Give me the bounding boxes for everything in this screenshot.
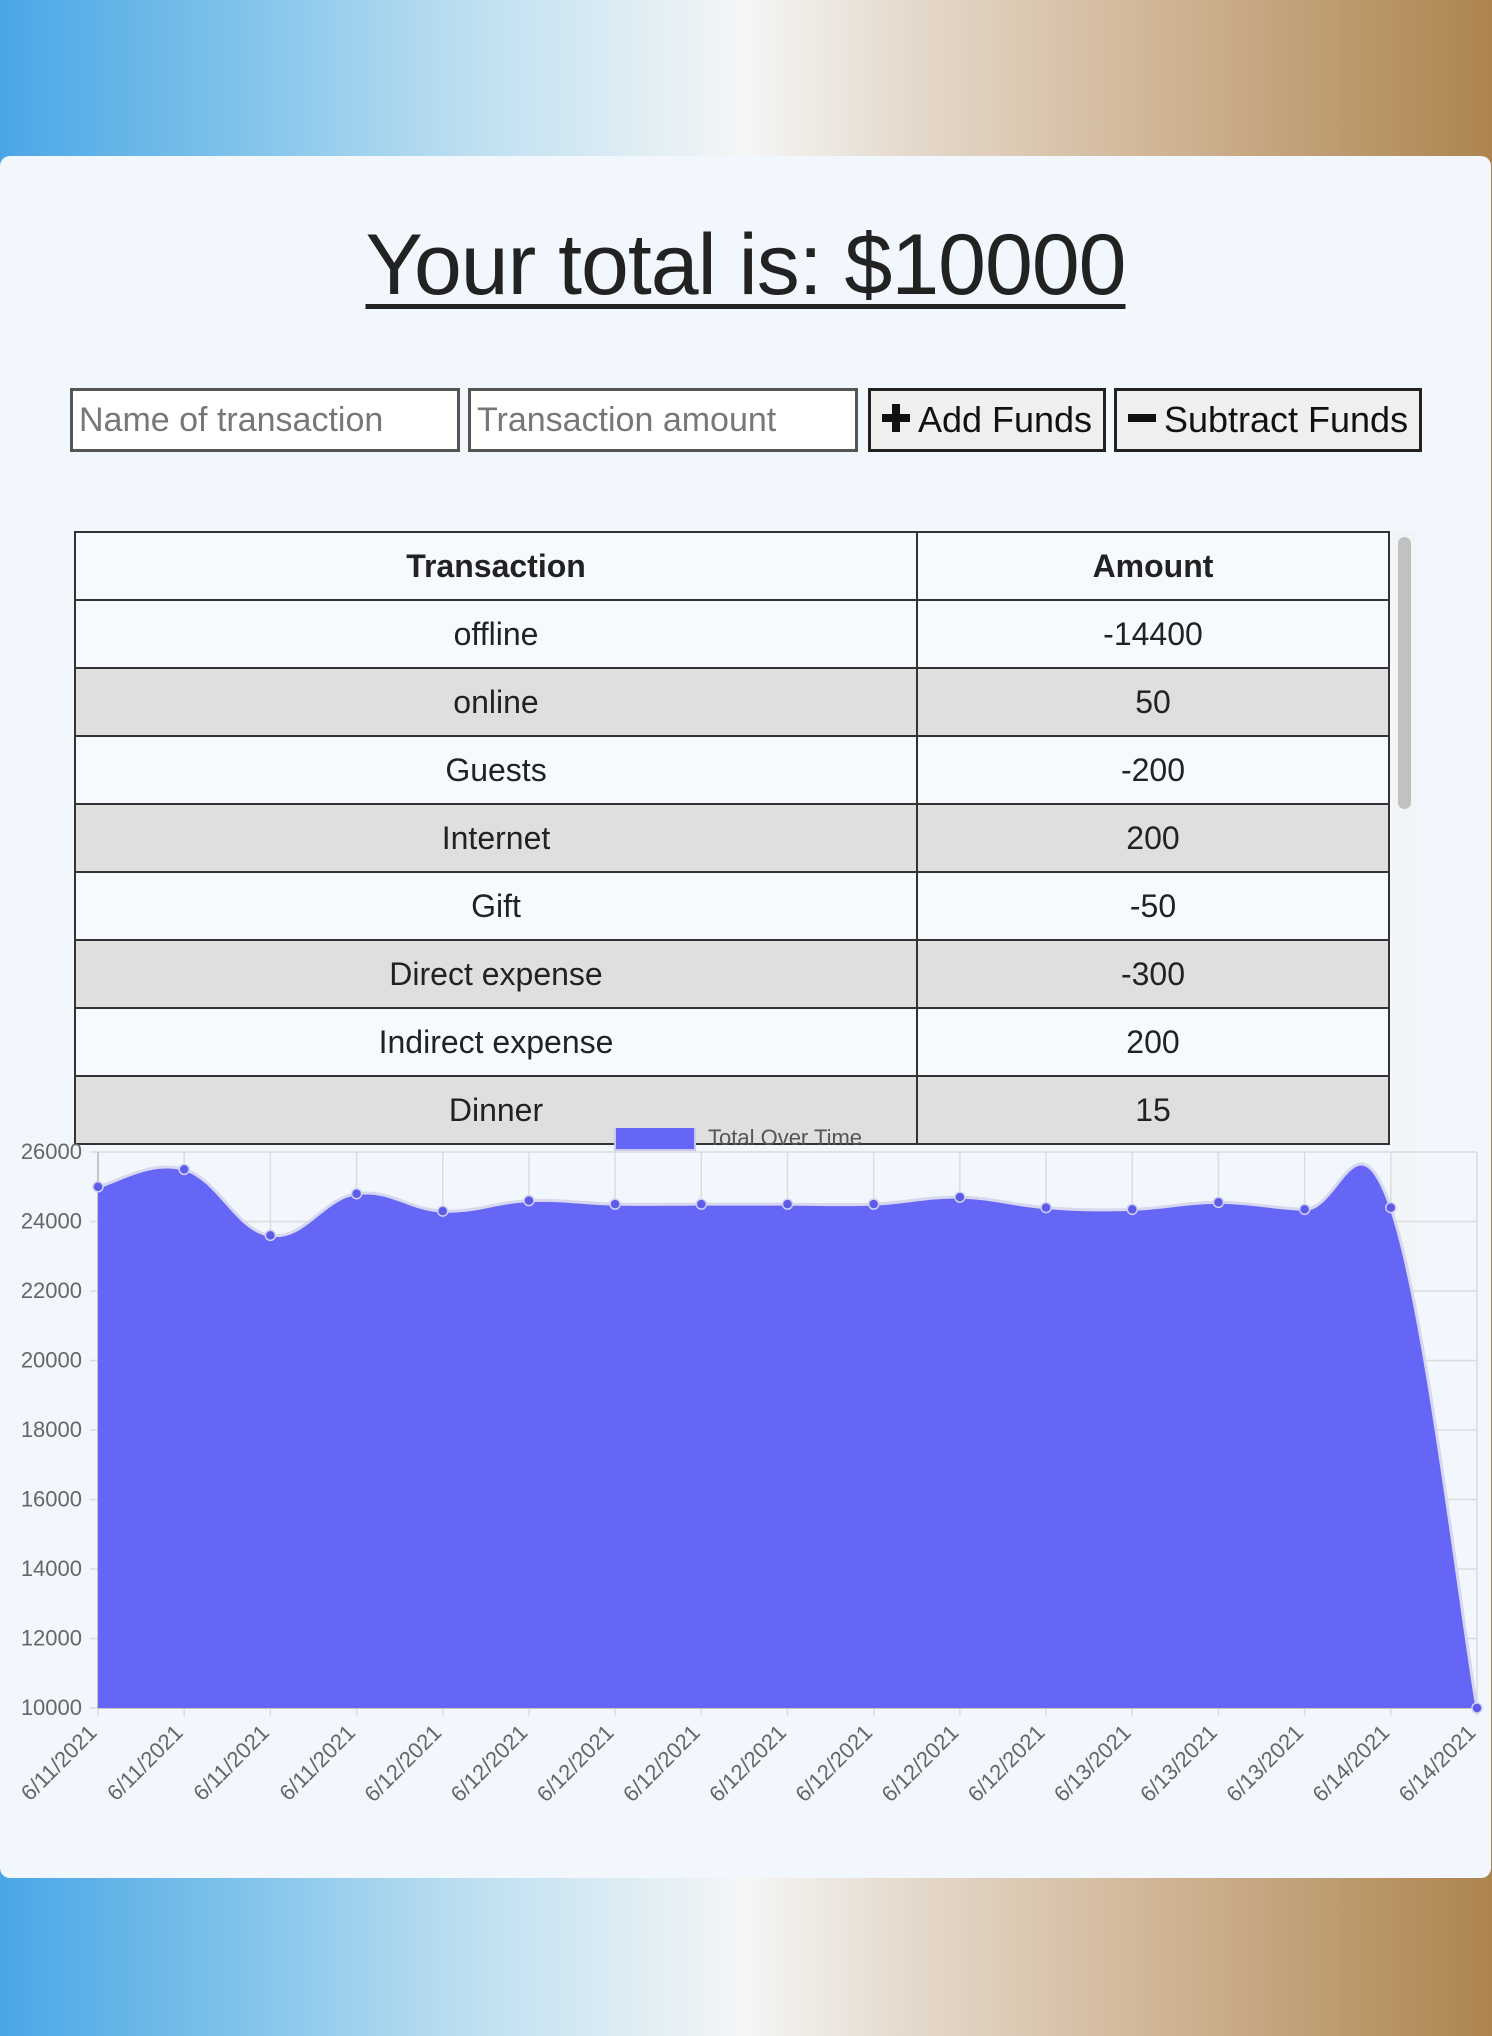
table-row: Gift -50 (74, 871, 1390, 941)
transaction-name: online (74, 667, 918, 737)
main-card: Your total is: $10000 Add Funds Subtract… (0, 156, 1491, 1878)
transaction-amount: -200 (916, 735, 1390, 805)
x-tick-label: 6/12/2021 (532, 1720, 619, 1807)
area-fill (98, 1163, 1477, 1708)
data-point (437, 1205, 449, 1217)
x-tick-label: 6/13/2021 (1135, 1720, 1222, 1807)
transaction-amount: -14400 (916, 599, 1390, 669)
y-tick-label: 14000 (21, 1556, 82, 1581)
table-scrollbar[interactable] (1392, 531, 1416, 1287)
transactions-table-container[interactable]: Transaction Amount offline -14400 online 5… (74, 531, 1416, 1287)
minus-icon (1127, 401, 1156, 439)
data-point (781, 1198, 794, 1210)
add-funds-label: Add Funds (917, 399, 1093, 440)
data-point (695, 1198, 708, 1210)
total-over-time-chart: 10000 12000 14000 16000 18000 20000 22000 24000… (0, 1128, 1491, 1868)
data-point (1298, 1203, 1311, 1216)
data-point (350, 1187, 363, 1200)
transaction-name: Direct expense (74, 939, 918, 1009)
y-tick-label: 24000 (21, 1209, 82, 1234)
x-tick-label: 6/11/2021 (102, 1720, 188, 1806)
data-point (1385, 1201, 1397, 1214)
subtract-funds-button[interactable]: Subtract Funds (1114, 388, 1422, 452)
data-point (523, 1194, 535, 1207)
transaction-amount: 200 (916, 803, 1390, 873)
data-point (178, 1163, 190, 1176)
transaction-amount: 15 (916, 1075, 1390, 1145)
transaction-name-input[interactable] (70, 388, 460, 452)
legend-swatch (614, 1128, 696, 1151)
x-tick-label: 6/12/2021 (359, 1720, 446, 1807)
table-row: offline -14400 (74, 599, 1390, 669)
scrollbar-thumb[interactable] (1398, 537, 1411, 809)
transaction-amount: 200 (916, 1007, 1390, 1077)
transaction-name: Indirect expense (74, 1007, 918, 1077)
page-title: Your total is: $10000 (365, 217, 1127, 313)
table-header-row: Transaction Amount (74, 531, 1390, 601)
y-tick-label: 20000 (21, 1348, 82, 1373)
transaction-name: Internet (74, 803, 918, 873)
x-tick-label: 6/12/2021 (704, 1720, 791, 1807)
transaction-amount: -50 (916, 871, 1390, 941)
chart-svg: 10000 12000 14000 16000 18000 20000 22000 24000… (16, 1128, 1483, 1807)
table-row: Direct expense -300 (74, 939, 1390, 1009)
data-point (1212, 1196, 1225, 1209)
y-tick-label: 18000 (21, 1417, 82, 1442)
transaction-name: Guests (74, 735, 918, 805)
x-tick-label: 6/11/2021 (188, 1720, 274, 1806)
add-funds-button[interactable]: Add Funds (868, 388, 1106, 452)
series-line (97, 1162, 1479, 1709)
column-header-transaction: Transaction (74, 531, 918, 601)
data-point (1471, 1702, 1483, 1714)
x-tick-label: 6/12/2021 (877, 1720, 964, 1807)
table-row: Dinner 15 (74, 1075, 1390, 1145)
x-tick-label: 6/14/2021 (1307, 1720, 1394, 1807)
legend-label: Total Over Time (708, 1128, 862, 1150)
data-point (609, 1198, 621, 1210)
data-point (1040, 1201, 1052, 1214)
transaction-amount: -300 (916, 939, 1390, 1009)
data-point (1126, 1203, 1138, 1216)
y-tick-label: 22000 (21, 1278, 82, 1303)
title-area: Your total is: $10000 (0, 216, 1491, 315)
table-row: Indirect expense 200 (74, 1007, 1390, 1077)
x-tick-label: 6/12/2021 (963, 1720, 1050, 1807)
x-tick-label: 6/11/2021 (16, 1720, 102, 1806)
table-row: Guests -200 (74, 735, 1390, 805)
table-row: online 50 (74, 667, 1390, 737)
column-header-amount: Amount (916, 531, 1390, 601)
y-tick-label: 16000 (21, 1487, 82, 1512)
data-point (867, 1198, 880, 1210)
transaction-name: offline (74, 599, 918, 669)
y-tick-label: 10000 (21, 1695, 82, 1720)
transactions-table: Transaction Amount offline -14400 online 5… (74, 531, 1390, 1145)
x-tick-label: 6/12/2021 (618, 1720, 705, 1807)
transaction-amount-input[interactable] (468, 388, 858, 452)
x-tick-label: 6/13/2021 (1049, 1720, 1136, 1807)
x-tick-label: 6/12/2021 (790, 1720, 877, 1807)
x-tick-label: 6/11/2021 (274, 1720, 360, 1806)
transaction-amount: 50 (916, 667, 1390, 737)
subtract-funds-label: Subtract Funds (1163, 399, 1409, 440)
data-point (264, 1229, 277, 1242)
y-tick-label: 26000 (21, 1139, 82, 1164)
data-point (954, 1191, 966, 1203)
table-row: Internet 200 (74, 803, 1390, 873)
x-tick-label: 6/12/2021 (446, 1720, 533, 1807)
data-point (92, 1181, 104, 1193)
y-tick-label: 12000 (21, 1626, 82, 1651)
x-tick-label: 6/14/2021 (1394, 1720, 1481, 1807)
x-tick-label: 6/13/2021 (1221, 1720, 1308, 1807)
plus-icon (881, 401, 910, 439)
transaction-name: Dinner (74, 1075, 918, 1145)
transaction-name: Gift (74, 871, 918, 941)
